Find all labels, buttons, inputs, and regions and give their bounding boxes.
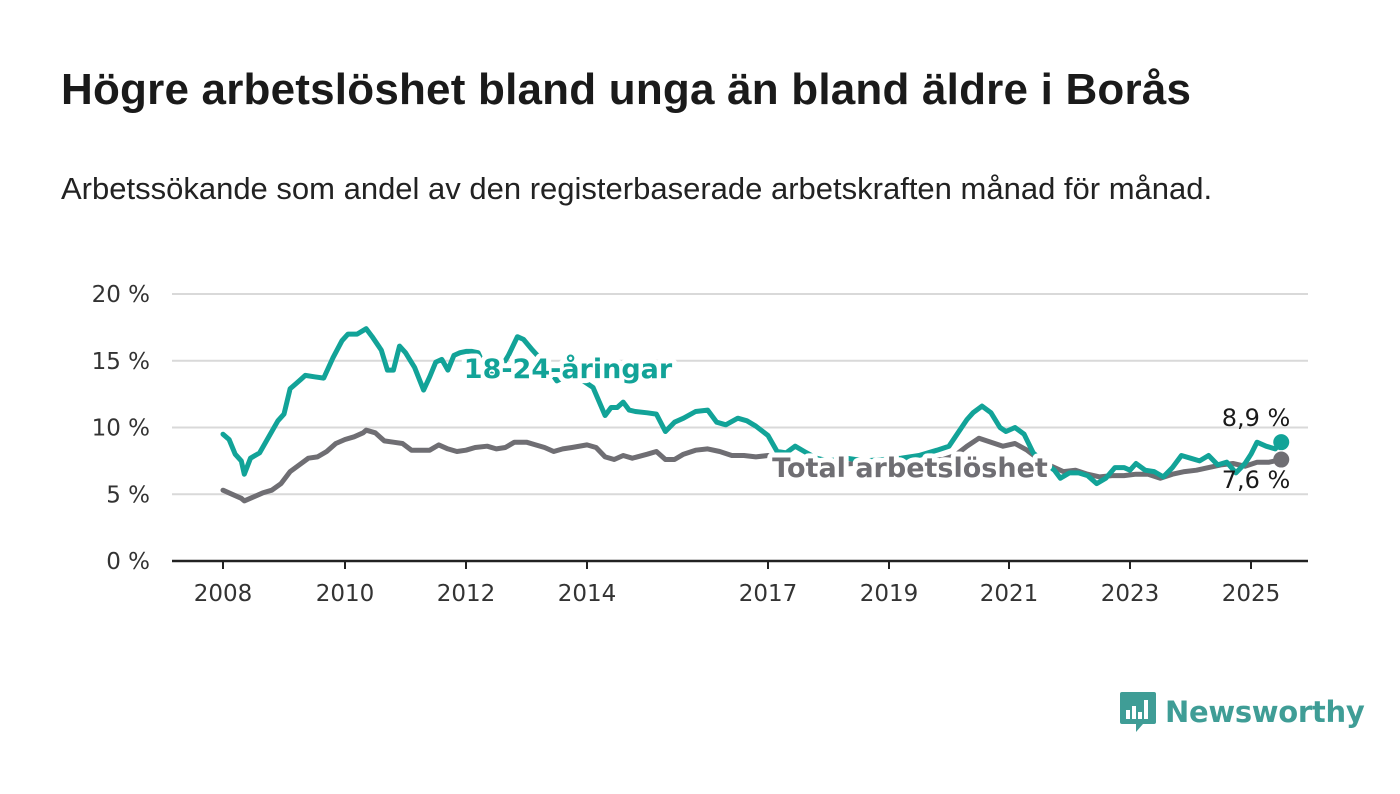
x-tick-label: 2012 [437,581,496,607]
newsworthy-logo: Newsworthy [1119,690,1365,734]
x-tick-label: 2010 [316,581,375,607]
x-tick-label: 2023 [1101,581,1160,607]
x-tick-label: 2008 [194,581,253,607]
x-tick-label: 2014 [558,581,617,607]
end-label-youth: 8,9 % [1222,404,1291,432]
end-point-total [1273,451,1290,468]
series-label-total-halo: Total arbetslöshet [772,453,1048,484]
x-tick-label: 2019 [860,581,919,607]
y-tick-label: 5 % [106,482,150,508]
newsworthy-chart-icon [1120,692,1156,732]
series-lines [220,326,1290,504]
y-tick-label: 0 % [106,549,150,575]
y-tick-label: 20 % [92,282,150,308]
gridlines [172,293,1308,563]
series-label-youth-halo: 18-24-åringar [464,353,673,385]
y-tick-label: 15 % [92,349,150,375]
brand-name: Newsworthy [1165,695,1365,729]
x-tick-label: 2021 [980,581,1039,607]
series-label-youth: 18-24-åringar [464,353,673,385]
x-tick-label: 2025 [1222,581,1281,607]
y-tick-label: 10 % [92,416,150,442]
end-label-total: 7,6 % [1222,466,1291,494]
y-axis-ticks: 0 % 5 % 10 % 15 % 20 % [92,282,150,575]
x-tick-label: 2017 [739,581,798,607]
chart-subtitle: Arbetssökande som andel av den registerb… [61,171,1213,206]
end-point-youth [1273,434,1290,451]
series-line-youth [220,326,1284,487]
x-axis-ticks: 2008 2010 2012 2014 2017 2019 2021 2023 2025 [194,561,1281,607]
chart-title: Högre arbetslöshet bland unga än bland ä… [61,65,1192,114]
series-label-total: Total arbetslöshet [772,453,1048,484]
